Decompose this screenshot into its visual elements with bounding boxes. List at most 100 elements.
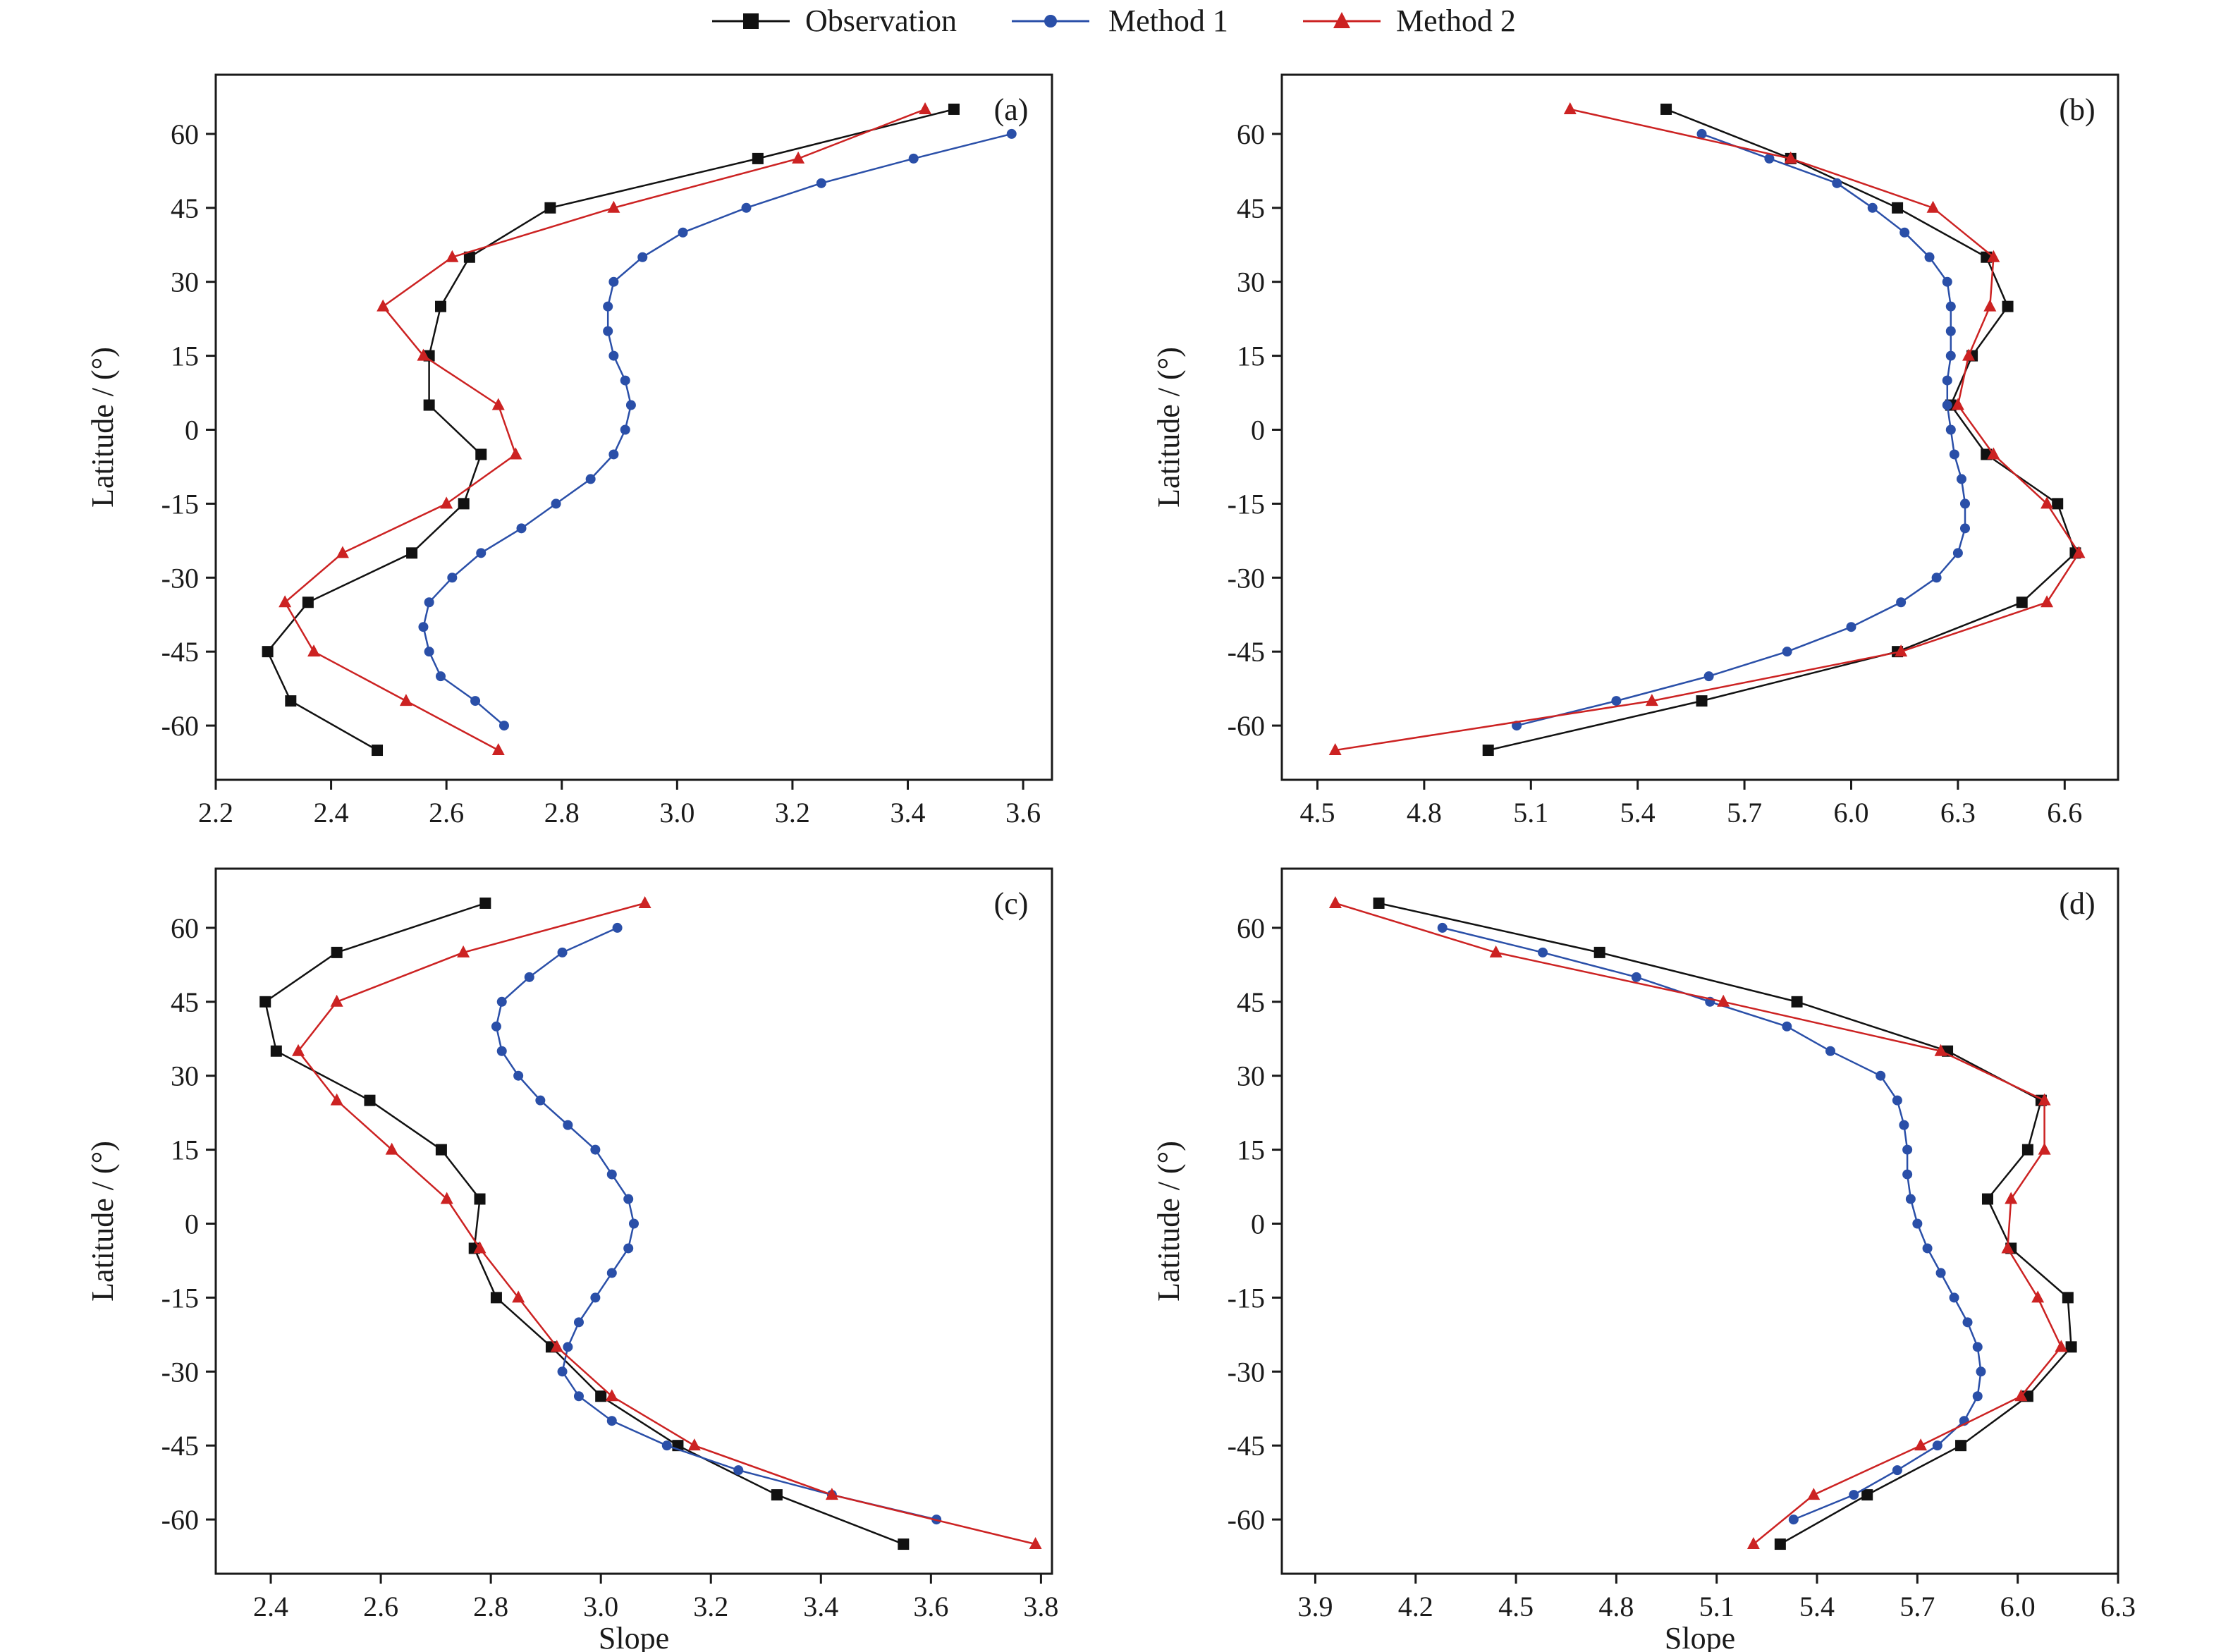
- series-observation: [262, 103, 960, 757]
- data-point: [825, 1488, 838, 1500]
- x-tick-label: 5.7: [1727, 797, 1762, 828]
- data-point: [476, 548, 487, 558]
- x-tick-label: 3.4: [803, 1591, 838, 1622]
- data-point: [330, 1093, 343, 1106]
- y-tick-label: 30: [171, 267, 199, 298]
- x-axis-label: Slope: [1665, 1621, 1735, 1652]
- data-point: [1972, 1391, 1983, 1402]
- data-point: [1563, 102, 1577, 114]
- data-point: [473, 1241, 487, 1254]
- data-point: [1867, 202, 1878, 213]
- data-point: [1914, 1438, 1928, 1451]
- data-point: [1006, 128, 1017, 139]
- data-point: [1949, 449, 1959, 460]
- y-tick-label: 15: [1237, 1134, 1265, 1166]
- data-point: [1987, 250, 2000, 262]
- data-point: [1905, 1194, 1916, 1204]
- data-point: [1645, 694, 1658, 706]
- data-point: [1791, 996, 1803, 1008]
- x-tick-label: 4.8: [1407, 797, 1442, 828]
- y-tick-label: 0: [185, 414, 199, 446]
- y-tick-label: 60: [171, 912, 199, 944]
- data-point: [1774, 1538, 1786, 1550]
- data-point: [434, 300, 446, 312]
- data-point: [302, 596, 314, 608]
- data-point: [733, 1465, 744, 1476]
- x-tick-label: 3.6: [913, 1591, 948, 1622]
- x-tick-label: 3.0: [659, 797, 695, 828]
- data-point: [563, 1342, 573, 1352]
- y-axis-label: Latitude / (°): [1151, 1141, 1186, 1302]
- data-point: [270, 1045, 282, 1057]
- data-point: [625, 400, 636, 410]
- data-point: [1952, 548, 1963, 558]
- data-point: [535, 1095, 546, 1106]
- data-point: [1962, 348, 1976, 361]
- x-tick-label: 6.6: [2047, 797, 2082, 828]
- data-point: [512, 1290, 525, 1303]
- data-point: [1849, 1490, 1859, 1500]
- plot-frame: [1280, 867, 2119, 1575]
- chart-panel-1: 2.2 2.4 2.6 2.8 3.0 3.2 3.4 3.6 -60 -45 -30 -15 0 15 3…: [85, 73, 1053, 828]
- series-line: [1378, 902, 2072, 1546]
- x-tick-label: 2.4: [314, 797, 349, 828]
- x-tick-label: 2.2: [198, 797, 233, 828]
- data-point: [544, 202, 556, 214]
- x-tick-label: 6.0: [2000, 1591, 2036, 1622]
- y-tick-label: 45: [171, 192, 199, 224]
- series-line: [1516, 133, 1966, 727]
- data-point: [1696, 128, 1707, 139]
- y-tick-label: 60: [1237, 912, 1265, 944]
- data-point: [1593, 946, 1605, 958]
- series-observation: [1373, 897, 2077, 1550]
- y-tick-label: -30: [161, 1356, 199, 1388]
- data-point: [1788, 1515, 1799, 1525]
- square-marker-icon: [743, 13, 759, 29]
- data-point: [259, 996, 271, 1008]
- data-point: [898, 1538, 910, 1550]
- data-point: [1949, 1292, 1959, 1303]
- series-line: [422, 133, 1012, 727]
- data-point: [595, 1390, 607, 1402]
- data-point: [458, 498, 470, 510]
- x-tick-label: 3.0: [583, 1591, 618, 1622]
- y-tick-label: 60: [171, 118, 199, 150]
- data-point: [623, 1194, 634, 1204]
- data-point: [1981, 1193, 1993, 1205]
- data-point: [475, 448, 487, 460]
- series-line: [297, 902, 1036, 1546]
- data-point: [1899, 227, 1910, 238]
- data-point: [2021, 1144, 2033, 1156]
- x-tick-label: 3.2: [775, 797, 810, 828]
- series-line: [495, 926, 937, 1521]
- data-point: [1922, 1243, 1933, 1254]
- plot-frame: [214, 867, 1053, 1575]
- x-tick-label: 4.5: [1299, 797, 1335, 828]
- data-point: [474, 1193, 486, 1205]
- y-tick-label: -30: [1228, 1356, 1265, 1388]
- data-point: [2002, 300, 2014, 312]
- data-point: [1987, 447, 2000, 460]
- data-point: [638, 895, 651, 908]
- data-point: [2062, 1292, 2074, 1304]
- data-point: [463, 251, 475, 263]
- data-point: [1328, 895, 1342, 908]
- data-point: [1825, 1046, 1836, 1056]
- data-point: [1942, 276, 1952, 287]
- data-point: [1328, 743, 1342, 756]
- data-point: [573, 1317, 584, 1328]
- data-point: [792, 151, 805, 164]
- data-point: [457, 945, 470, 957]
- x-tick-label: 5.7: [1899, 1591, 1935, 1622]
- x-tick-label: 4.2: [1398, 1591, 1433, 1622]
- data-point: [1926, 200, 1940, 213]
- data-point: [612, 922, 623, 933]
- series-method-2: [279, 102, 932, 756]
- data-point: [285, 695, 297, 707]
- x-tick-label: 2.8: [473, 1591, 508, 1622]
- y-tick-label: 30: [171, 1060, 199, 1092]
- data-point: [1945, 424, 1956, 435]
- series-method-1: [1512, 128, 1970, 731]
- data-point: [424, 647, 434, 657]
